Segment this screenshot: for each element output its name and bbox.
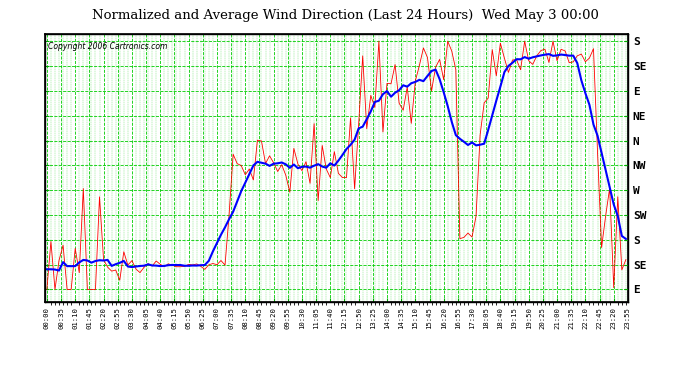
Text: Copyright 2006 Cartronics.com: Copyright 2006 Cartronics.com xyxy=(48,42,167,51)
Text: Normalized and Average Wind Direction (Last 24 Hours)  Wed May 3 00:00: Normalized and Average Wind Direction (L… xyxy=(92,9,598,22)
